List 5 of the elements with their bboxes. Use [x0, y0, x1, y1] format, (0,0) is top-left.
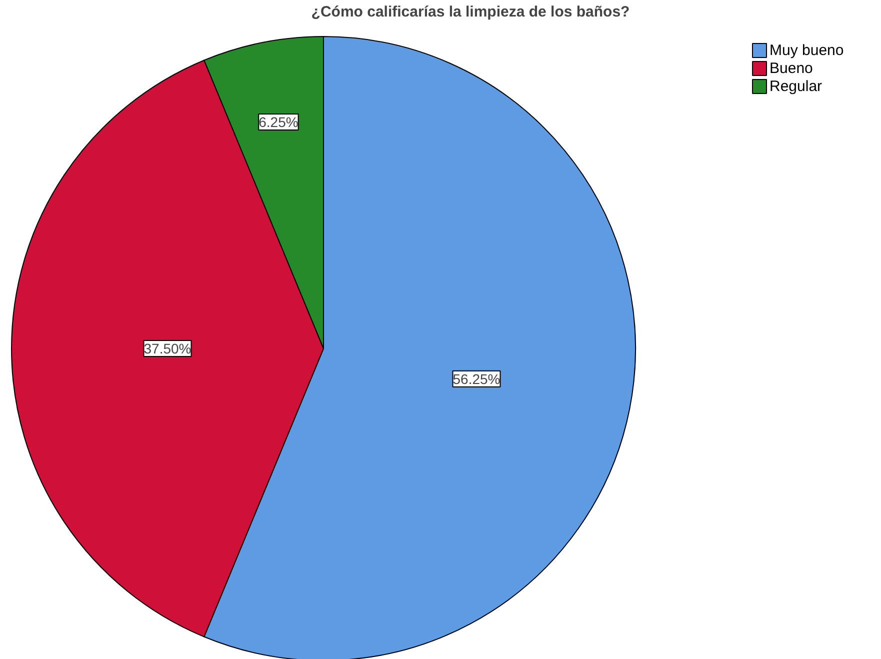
legend-label: Bueno — [770, 60, 813, 77]
data-label: 6.25% — [258, 114, 298, 130]
legend-label: Regular — [770, 78, 822, 95]
legend-label: Muy bueno — [770, 42, 844, 59]
chart-title: ¿Cómo calificarías la limpieza de los baños? — [311, 4, 630, 20]
